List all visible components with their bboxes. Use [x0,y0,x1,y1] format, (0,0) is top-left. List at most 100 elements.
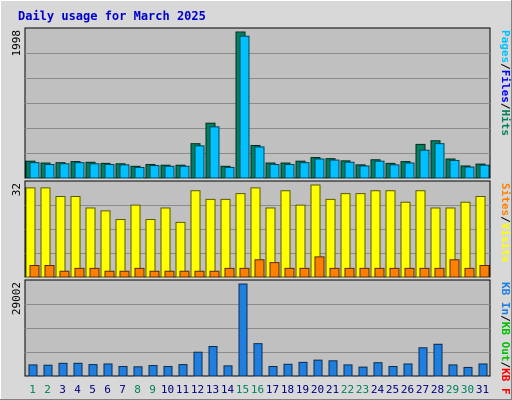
bar-kb-in-day-22 [343,364,353,377]
legend-visits-sites: Sites/Visits [499,183,512,263]
bar-kb-in-day-14 [223,365,233,377]
bar-kb-in-day-17 [268,365,278,377]
bar-kb-in-day-4 [73,362,83,377]
bar-sites-day-28 [434,267,445,278]
day-label-4: 4 [74,383,81,396]
bar-kb-in-day-31 [478,363,488,377]
bar-sites-day-16 [254,259,265,278]
bar-kb-in-day-7 [118,365,128,377]
bar-visits-day-21 [325,198,336,278]
bar-sites-day-3 [59,270,70,278]
bar-kb-in-day-9 [148,365,158,377]
bar-pages-day-21 [329,159,340,179]
bar-pages-day-14 [224,166,235,179]
legend-kbytes: KB In/KB Out/KB F [499,282,512,395]
bar-pages-day-31 [479,164,490,179]
bar-kb-in-day-15 [238,283,248,377]
bar-pages-day-20 [314,158,325,179]
day-label-16: 16 [251,383,264,396]
day-label-26: 26 [401,383,414,396]
day-label-28: 28 [431,383,444,396]
bar-sites-day-29 [449,259,460,278]
day-label-25: 25 [386,383,399,396]
bar-pages-day-12 [194,145,205,179]
bar-sites-day-25 [389,267,400,278]
day-label-12: 12 [191,383,204,396]
bar-visits-day-30 [460,201,471,278]
bar-pages-day-18 [284,163,295,179]
y-max-label: 29002 [10,282,23,315]
bar-visits-day-7 [115,219,126,278]
bar-sites-day-8 [134,267,145,278]
bar-visits-day-27 [415,190,426,278]
day-label-10: 10 [161,383,174,396]
bar-pages-day-22 [344,161,355,179]
bar-sites-day-15 [239,267,250,278]
bar-visits-day-14 [220,198,231,278]
bar-pages-day-5 [89,163,100,179]
chart-title: Daily usage for March 2025 [18,9,206,23]
bar-visits-day-28 [430,207,441,278]
bar-visits-day-31 [475,196,486,278]
bar-pages-day-17 [269,163,280,179]
bar-pages-day-13 [209,126,220,179]
bar-visits-day-2 [40,187,51,278]
day-label-9: 9 [149,383,156,396]
bar-pages-day-24 [374,160,385,179]
bar-pages-day-10 [164,165,175,179]
day-label-14: 14 [221,383,235,396]
bar-visits-day-25 [385,190,396,278]
bar-kb-in-day-20 [313,359,323,377]
bar-sites-day-17 [269,262,280,278]
day-label-20: 20 [311,383,324,396]
bar-kb-in-day-2 [43,364,53,377]
bar-kb-in-day-5 [88,364,98,377]
bar-visits-day-10 [160,207,171,278]
bar-kb-in-day-25 [388,365,398,377]
bar-visits-day-8 [130,204,141,278]
day-label-2: 2 [44,383,51,396]
bar-pages-day-2 [44,163,55,179]
bar-kb-in-day-1 [28,364,38,377]
day-label-21: 21 [326,383,339,396]
bar-kb-in-day-26 [403,363,413,377]
bar-sites-day-20 [314,256,325,278]
bar-sites-day-11 [179,270,190,278]
bar-sites-day-1 [29,265,40,278]
bar-sites-day-24 [374,267,385,278]
bar-kb-in-day-29 [448,364,458,377]
bar-visits-day-5 [85,207,96,278]
day-label-7: 7 [119,383,126,396]
bar-pages-day-30 [464,166,475,179]
bar-sites-day-5 [89,267,100,278]
bar-kb-in-day-23 [358,366,368,377]
bar-visits-day-19 [295,204,306,278]
bar-visits-day-12 [190,190,201,278]
bar-sites-day-2 [44,265,55,278]
bar-sites-day-22 [344,267,355,278]
bar-kb-in-day-18 [283,363,293,377]
bar-pages-day-4 [74,162,85,179]
bar-kb-in-day-16 [253,343,263,377]
bar-kb-in-day-28 [433,343,443,377]
day-label-23: 23 [356,383,369,396]
day-label-17: 17 [266,383,279,396]
day-label-1: 1 [29,383,36,396]
bar-sites-day-4 [74,267,85,278]
day-label-19: 19 [296,383,309,396]
bar-pages-day-23 [359,165,370,179]
bar-visits-day-4 [70,196,81,278]
bar-pages-day-29 [449,159,460,179]
bar-pages-day-11 [179,165,190,179]
day-label-3: 3 [59,383,66,396]
bar-visits-day-26 [400,201,411,278]
bar-pages-day-6 [104,163,115,179]
bar-sites-day-31 [479,265,490,278]
bar-kb-in-day-10 [163,365,173,377]
bar-kb-in-day-6 [103,363,113,377]
day-label-27: 27 [416,383,429,396]
bar-sites-day-6 [104,270,115,278]
bar-sites-day-13 [209,270,220,278]
